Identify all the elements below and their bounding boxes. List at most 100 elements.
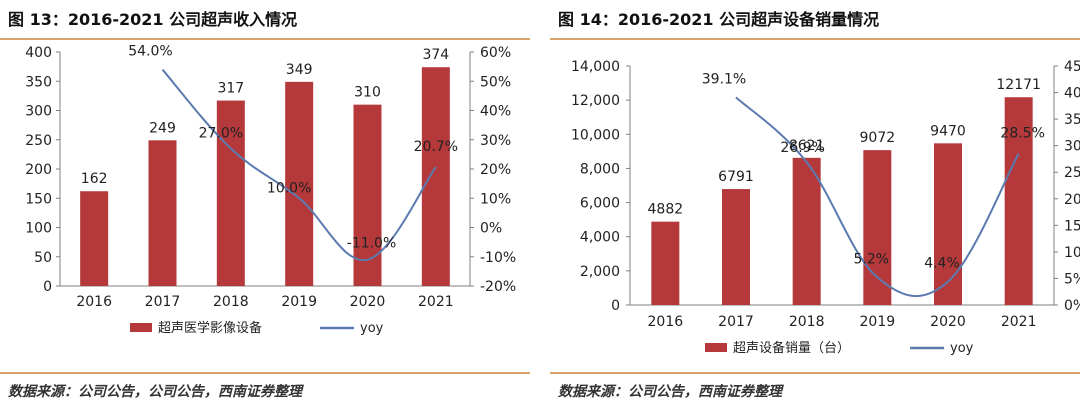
category-label: 2021 [418,294,454,310]
yoy-value-label: 26.9% [780,140,824,156]
source-rule [550,372,1080,374]
figure-13-source: 数据来源：公司公告，公司公告，西南证券整理 [8,384,302,400]
category-label: 2020 [350,294,386,310]
yoy-value-label: 28.5% [1000,126,1044,142]
right-tick-label: 0% [1064,298,1080,314]
left-tick-label: 0 [611,298,620,314]
category-label: 2016 [648,314,684,330]
figure-14-title: 图 14：2016-2021 公司超声设备销量情况 [558,10,880,29]
category-label: 2018 [213,294,249,310]
yoy-value-label: 54.0% [128,44,172,60]
yoy-value-label: 4.4% [924,256,960,272]
left-tick-label: 350 [25,74,52,90]
yoy-value-label: -11.0% [347,236,397,252]
left-tick-label: 12,000 [571,93,620,109]
right-tick-label: 25% [1064,165,1080,181]
figure-14-source: 数据来源：公司公告，西南证券整理 [558,384,782,400]
right-tick-label: 40% [1064,86,1080,102]
right-tick-label: 0% [480,221,502,237]
right-tick-label: 5% [1064,271,1080,287]
category-label: 2017 [145,294,181,310]
left-tick-label: 8,000 [580,161,620,177]
category-label: 2016 [76,294,112,310]
right-tick-label: 35% [1064,112,1080,128]
legend-line-label: yoy [360,321,384,336]
left-tick-label: 4,000 [580,230,620,246]
legend-bar-label: 超声医学影像设备 [158,320,262,336]
legend-line-label: yoy [950,341,974,356]
bar-2019 [285,81,314,287]
category-label: 2017 [718,314,754,330]
bar-value-label: 317 [217,81,244,97]
left-tick-label: 100 [25,221,52,237]
bar-2021 [1004,97,1033,305]
left-tick-label: 300 [25,104,52,120]
right-tick-label: 20% [480,162,511,178]
right-tick-label: 10% [480,191,511,207]
left-tick-label: 0 [43,279,52,295]
right-tick-label: 20% [1064,192,1080,208]
bar-2021 [421,67,450,287]
bar-value-label: 349 [286,62,313,78]
right-tick-label: 10% [1064,245,1080,261]
right-tick-label: -20% [480,279,516,295]
bar-value-label: 12171 [996,77,1041,93]
bar-2018 [792,157,821,305]
left-tick-label: 14,000 [571,59,620,75]
right-tick-label: 45% [1064,59,1080,75]
yoy-line [161,68,437,261]
left-tick-label: 200 [25,162,52,178]
left-tick-label: 400 [25,45,52,61]
figure-14: 图 14：2016-2021 公司超声设备销量情况 0 2,000 4,000 6,0… [550,0,1080,408]
bar-value-label: 310 [354,85,381,101]
yoy-value-label: 39.1% [702,71,746,87]
bar-2020 [934,143,962,305]
title-rule [0,38,530,40]
category-label: 2019 [281,294,317,310]
title-rule [550,38,1080,40]
right-tick-label: 60% [480,45,511,61]
bar-value-label: 374 [422,47,449,63]
left-tick-label: 6,000 [580,196,620,212]
bar-2017 [148,140,177,286]
left-tick-label: 150 [25,191,52,207]
bar-value-label: 6791 [718,169,754,185]
right-tick-label: 40% [480,104,511,120]
bar-2018 [216,100,245,287]
bar-value-label: 9072 [860,130,896,146]
left-tick-label: 10,000 [571,127,620,143]
right-tick-label: -10% [480,250,516,266]
revenue-chart: 0 50 100 150 200 250 300 350 400 -20% -10% 0% 10% 20%… [25,44,516,336]
bar-value-label: 162 [81,171,108,187]
category-label: 2019 [860,314,896,330]
left-tick-label: 250 [25,133,52,149]
legend-bar-swatch [705,343,727,352]
category-label: 2018 [789,314,825,330]
figure-13-title: 图 13：2016-2021 公司超声收入情况 [8,10,298,29]
left-tick-label: 2,000 [580,264,620,280]
yoy-value-label: 5.2% [854,251,890,267]
yoy-value-label: 20.7% [414,139,458,155]
right-tick-label: 15% [1064,218,1080,234]
yoy-value-label: 10.0% [267,180,311,196]
bar-2019 [863,150,892,305]
bar-value-label: 9470 [930,123,966,139]
bar-2016 [651,221,680,305]
right-tick-label: 30% [480,133,511,149]
yoy-line [735,96,1020,297]
category-label: 2021 [1001,314,1037,330]
left-tick-label: 50 [34,250,52,266]
bar-value-label: 249 [149,120,176,136]
figure-13: 图 13：2016-2021 公司超声收入情况 0 50 100 150 200 250 3… [0,0,530,408]
sales-volume-chart: 0 2,000 4,000 6,000 8,000 10,000 12,000 14,000 0… [571,59,1080,356]
bar-value-label: 4882 [648,202,684,218]
yoy-value-label: 27.0% [199,126,243,142]
legend-bar-label: 超声设备销量（台） [733,340,850,356]
right-tick-label: 30% [1064,139,1080,155]
right-tick-label: 50% [480,74,511,90]
bar-2016 [80,191,109,286]
legend-bar-swatch [130,323,152,332]
bar-value-label: 8621 [789,138,825,154]
source-rule [0,372,530,374]
bar-2017 [722,189,750,305]
